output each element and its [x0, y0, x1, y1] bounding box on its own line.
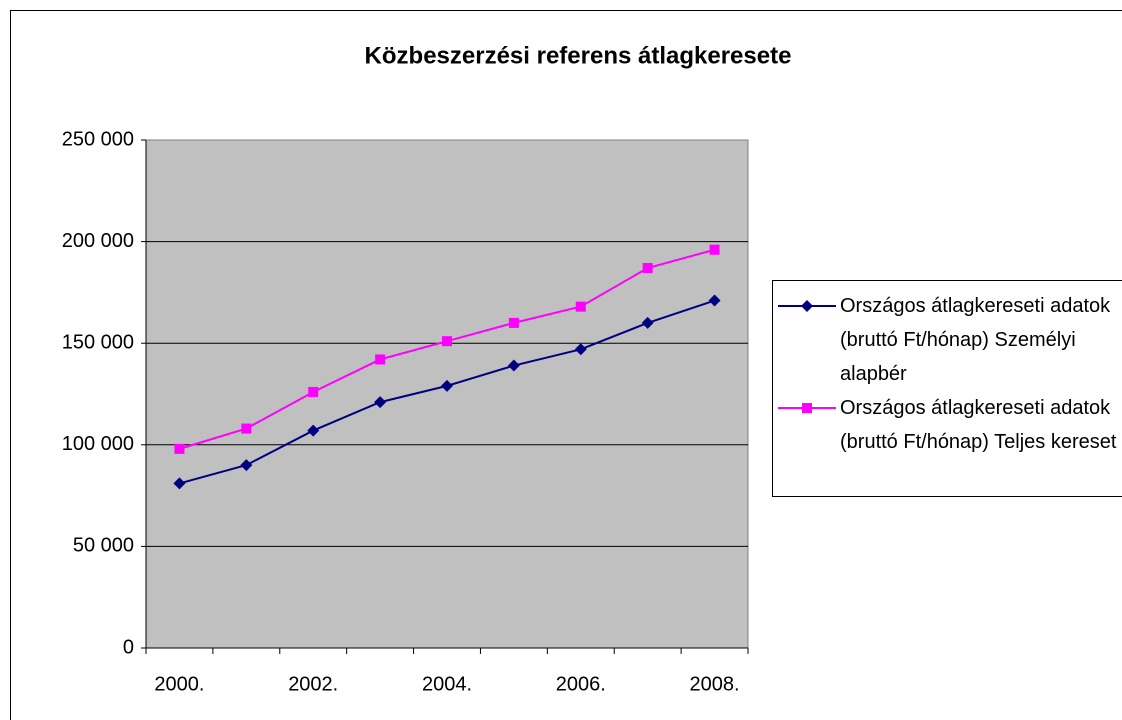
marker [641, 316, 654, 329]
marker [240, 459, 253, 472]
y-tick-label: 100 000 [62, 433, 134, 455]
marker [307, 424, 320, 437]
legend-label: Országos átlagkereseti adatok (bruttó Ft… [840, 397, 1117, 453]
marker [308, 386, 319, 397]
marker [374, 396, 387, 409]
y-tick-label: 50 000 [73, 535, 134, 557]
x-tick-label: 2006. [556, 673, 606, 695]
marker [442, 336, 452, 347]
marker [642, 263, 653, 274]
marker [507, 359, 520, 372]
marker [574, 343, 587, 356]
marker [241, 423, 252, 434]
x-tick-label: 2000. [154, 673, 204, 695]
y-tick-label: 200 000 [62, 230, 134, 252]
legend-label: Országos átlagkereseti adatok (bruttó Ft… [840, 295, 1111, 385]
y-tick-label: 150 000 [62, 331, 134, 353]
x-tick-label: 2008. [690, 673, 740, 695]
marker [375, 354, 386, 365]
marker [575, 301, 586, 312]
y-tick-label: 0 [123, 636, 134, 658]
marker [174, 443, 185, 454]
legend-box [772, 280, 1122, 497]
marker [801, 300, 813, 312]
marker [508, 317, 519, 328]
x-tick-label: 2002. [288, 673, 338, 695]
marker [173, 477, 186, 490]
marker [802, 403, 812, 413]
marker [708, 294, 721, 307]
chart-title: Közbeszerzési referens átlagkeresete [365, 42, 792, 69]
plot-area [145, 139, 749, 649]
y-tick-label: 250 000 [62, 128, 134, 150]
marker [441, 379, 453, 392]
marker [709, 244, 720, 255]
x-tick-label: 2004. [422, 673, 472, 695]
